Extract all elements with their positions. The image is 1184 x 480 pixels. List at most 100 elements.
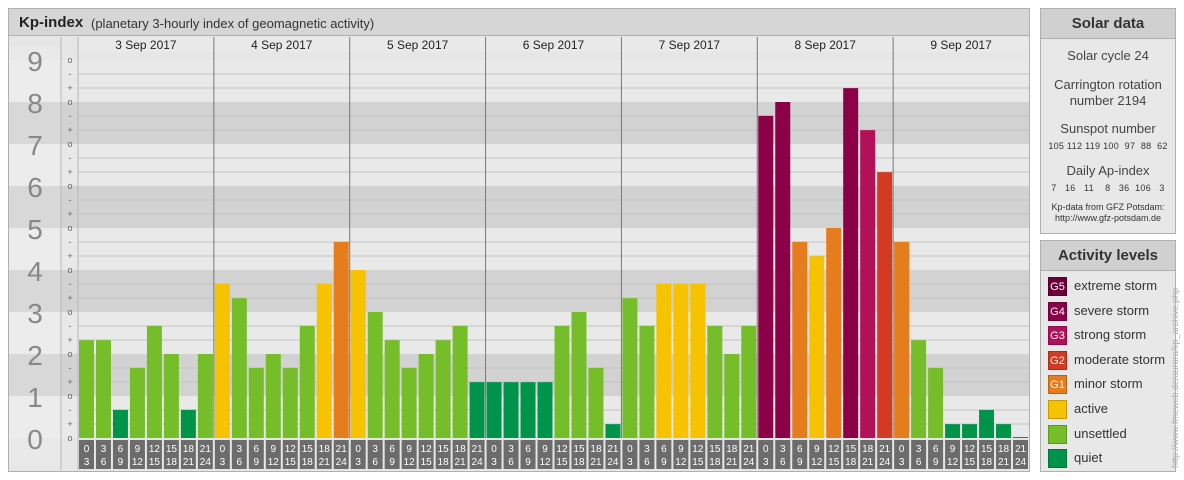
kp-bar [367, 312, 383, 438]
kp-band [9, 396, 1029, 438]
slot-label-box [979, 440, 995, 469]
slot-label-box [248, 440, 264, 469]
minor-tick-label: + [67, 83, 72, 93]
slot-label-box [435, 440, 451, 469]
kp-bar [792, 241, 808, 438]
slot-label-box [962, 440, 978, 469]
slot-label-box [333, 440, 349, 469]
slot-start-label: 3 [780, 444, 786, 455]
slot-end-label: 18 [709, 457, 721, 468]
slot-label-box [197, 440, 213, 469]
slot-end-label: 12 [132, 457, 144, 468]
kp-band [9, 312, 1029, 354]
minor-tick-label: o [67, 139, 72, 149]
source-link[interactable]: http://www.gfz-potsdam.de [1054, 213, 1162, 223]
kp-bar [911, 340, 927, 438]
y-tick-label: 8 [27, 88, 43, 119]
day-label: 7 Sep 2017 [659, 38, 721, 52]
slot-start-label: 21 [472, 444, 484, 455]
slot-end-label: 24 [879, 457, 891, 468]
slot-start-label: 18 [590, 444, 602, 455]
slot-label-box [112, 440, 128, 469]
solar-cycle: Solar cycle 24 [1067, 48, 1149, 63]
slot-end-label: 24 [472, 457, 484, 468]
slot-end-label: 3 [627, 457, 633, 468]
chart-title: Kp-index [19, 14, 84, 31]
slot-label-box [503, 440, 519, 469]
slot-label-box [282, 440, 298, 469]
minor-tick-label: - [69, 153, 72, 163]
day-label: 6 Sep 2017 [523, 38, 585, 52]
minor-tick-label: o [67, 97, 72, 107]
activity-swatch: G3 [1048, 326, 1067, 346]
kp-bar [588, 367, 604, 438]
slot-label-box [1013, 440, 1028, 469]
kp-bar [724, 354, 740, 438]
slot-end-label: 3 [899, 457, 905, 468]
slot-start-label: 18 [319, 444, 331, 455]
kp-bar [843, 88, 859, 438]
slot-end-label: 12 [268, 457, 280, 468]
slot-label-box [877, 440, 893, 469]
activity-label: active [1074, 400, 1108, 416]
slot-label-box [622, 440, 638, 469]
slot-label-box [214, 440, 230, 469]
slot-end-label: 21 [319, 457, 331, 468]
kp-bar [469, 382, 485, 438]
day-label: 9 Sep 2017 [930, 38, 992, 52]
slot-start-label: 12 [285, 444, 297, 455]
slot-label-box [758, 440, 774, 469]
slot-label-box [367, 440, 383, 469]
slot-end-label: 3 [220, 457, 226, 468]
slot-start-label: 6 [661, 444, 667, 455]
kp-bar [384, 340, 400, 438]
kp-bar [571, 312, 587, 438]
carrington-line-2: number 2194 [1069, 93, 1147, 108]
slot-end-label: 15 [149, 457, 161, 468]
slot-end-label: 21 [183, 457, 195, 468]
minor-tick-label: + [67, 419, 72, 429]
kp-bar [265, 354, 281, 438]
slot-end-label: 18 [981, 457, 993, 468]
slot-end-label: 12 [811, 457, 823, 468]
kp-bar [316, 283, 332, 438]
solar-data-panel: Solar data Solar cycle 24 Carrington rot… [1040, 8, 1176, 234]
slot-label-box [996, 440, 1012, 469]
slot-end-label: 24 [336, 457, 348, 468]
carrington-line-1: Carrington rotation [1054, 77, 1162, 92]
slot-label-box [299, 440, 315, 469]
slot-end-label: 3 [491, 457, 497, 468]
slot-end-label: 12 [539, 457, 551, 468]
activity-legend: G5 extreme storm G4 severe storm G3 strong st… [1041, 271, 1175, 472]
kp-bar [197, 354, 213, 438]
minor-tick-label: + [67, 251, 72, 261]
slot-label-box [571, 440, 587, 469]
minor-tick-label: + [67, 125, 72, 135]
kp-bar [95, 340, 111, 438]
sunspot-label: Sunspot number [1060, 121, 1156, 136]
slot-end-label: 3 [355, 457, 361, 468]
activity-level-quiet: quiet [1041, 447, 1175, 472]
slot-end-label: 12 [404, 457, 416, 468]
kp-bar [418, 354, 434, 438]
activity-label: extreme storm [1074, 278, 1158, 293]
slot-start-label: 3 [237, 444, 243, 455]
slot-end-label: 24 [200, 457, 212, 468]
slot-end-label: 18 [302, 457, 314, 468]
slot-end-label: 3 [84, 457, 90, 468]
kp-bar [486, 382, 502, 438]
slot-label-box [605, 440, 621, 469]
kp-bar [707, 325, 723, 438]
slot-start-label: 3 [372, 444, 378, 455]
slot-label-box [928, 440, 944, 469]
y-axis-column [9, 46, 61, 466]
slot-start-label: 12 [556, 444, 568, 455]
kp-band [9, 102, 1029, 144]
slot-end-label: 12 [947, 457, 959, 468]
kp-band [9, 270, 1029, 312]
kp-bar [282, 367, 298, 438]
slot-label-box [129, 440, 145, 469]
minor-tick-label: - [69, 363, 72, 373]
slot-label-box [265, 440, 281, 469]
credit-url: http://www.fmeweb.de/aurora/kp_archive.p… [1170, 287, 1180, 468]
